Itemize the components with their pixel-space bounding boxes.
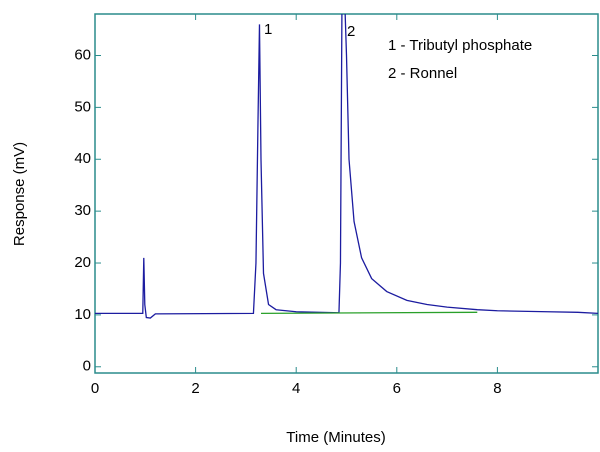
y-tick-label: 40 xyxy=(74,150,91,167)
series-line xyxy=(260,311,478,314)
y-tick-label: 50 xyxy=(74,98,91,115)
y-tick-label: 0 xyxy=(83,358,91,375)
peak-label: 2 xyxy=(347,23,355,40)
plot-area xyxy=(95,14,598,319)
x-tick-label: 0 xyxy=(91,380,99,397)
y-tick-label: 60 xyxy=(74,46,91,63)
x-tick-label: 2 xyxy=(191,380,199,397)
series-line xyxy=(95,14,598,319)
y-tick-label: 20 xyxy=(74,254,91,271)
peak-label: 1 xyxy=(264,21,272,38)
x-tick-label: 6 xyxy=(393,380,401,397)
x-tick-label: 8 xyxy=(493,380,501,397)
y-axis-label: Response (mV) xyxy=(11,142,28,246)
y-tick-label: 30 xyxy=(74,202,91,219)
legend-text: 1 - Tributyl phosphate xyxy=(388,37,532,54)
plot-frame xyxy=(94,13,599,374)
legend-text: 2 - Ronnel xyxy=(388,65,457,82)
x-tick-label: 4 xyxy=(292,380,300,397)
x-axis-label: Time (Minutes) xyxy=(286,429,385,446)
y-tick-label: 10 xyxy=(74,306,91,323)
